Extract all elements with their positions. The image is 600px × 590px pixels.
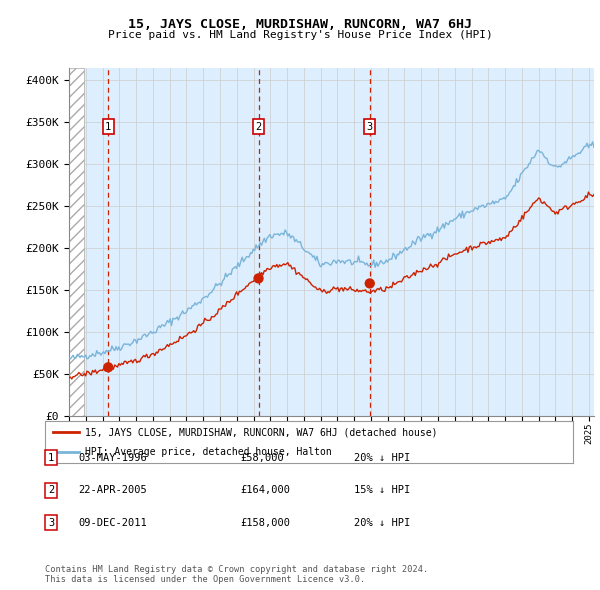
Text: £58,000: £58,000 [240, 453, 284, 463]
Text: 1: 1 [105, 122, 112, 132]
Text: 2: 2 [48, 486, 54, 495]
Text: 2: 2 [256, 122, 262, 132]
Text: Contains HM Land Registry data © Crown copyright and database right 2024.: Contains HM Land Registry data © Crown c… [45, 565, 428, 574]
Text: 3: 3 [48, 518, 54, 527]
Text: This data is licensed under the Open Government Licence v3.0.: This data is licensed under the Open Gov… [45, 575, 365, 584]
Text: 20% ↓ HPI: 20% ↓ HPI [354, 518, 410, 527]
Text: Price paid vs. HM Land Registry's House Price Index (HPI): Price paid vs. HM Land Registry's House … [107, 30, 493, 40]
Text: 15, JAYS CLOSE, MURDISHAW, RUNCORN, WA7 6HJ (detached house): 15, JAYS CLOSE, MURDISHAW, RUNCORN, WA7 … [85, 427, 437, 437]
Text: £164,000: £164,000 [240, 486, 290, 495]
Text: 3: 3 [367, 122, 373, 132]
Point [103, 363, 113, 372]
Text: £158,000: £158,000 [240, 518, 290, 527]
Text: 1: 1 [48, 453, 54, 463]
Bar [69, 68, 85, 416]
Text: 15% ↓ HPI: 15% ↓ HPI [354, 486, 410, 495]
Text: HPI: Average price, detached house, Halton: HPI: Average price, detached house, Halt… [85, 447, 331, 457]
Point [365, 278, 374, 288]
Text: 09-DEC-2011: 09-DEC-2011 [78, 518, 147, 527]
Text: 20% ↓ HPI: 20% ↓ HPI [354, 453, 410, 463]
Text: 15, JAYS CLOSE, MURDISHAW, RUNCORN, WA7 6HJ: 15, JAYS CLOSE, MURDISHAW, RUNCORN, WA7 … [128, 18, 472, 31]
Text: 03-MAY-1996: 03-MAY-1996 [78, 453, 147, 463]
Text: 22-APR-2005: 22-APR-2005 [78, 486, 147, 495]
Point [254, 274, 263, 283]
